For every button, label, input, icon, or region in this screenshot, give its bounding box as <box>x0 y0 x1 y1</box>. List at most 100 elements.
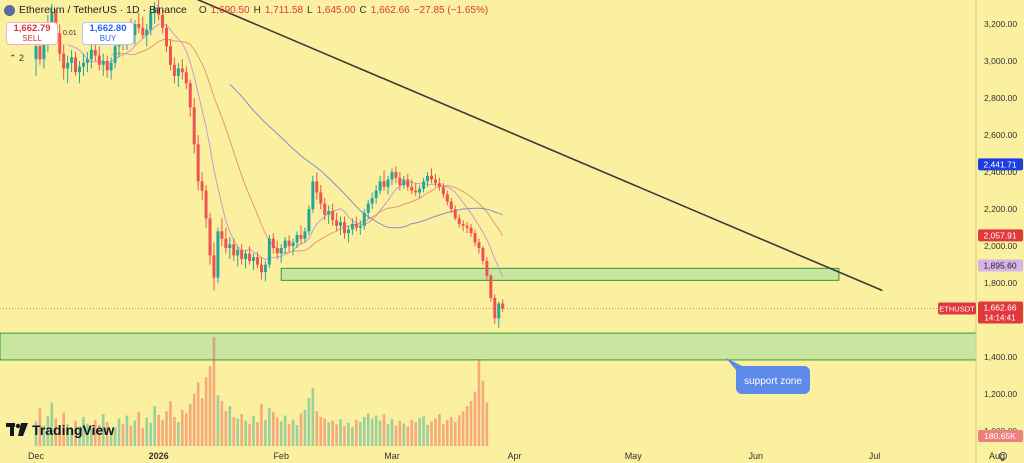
candle <box>362 209 366 230</box>
candle <box>299 225 303 245</box>
buy-label: BUY <box>99 34 117 43</box>
volume-bar <box>402 423 406 446</box>
spread-value: 0.01 <box>63 30 77 37</box>
volume-bar <box>287 424 291 446</box>
low-value: 1,645.00 <box>316 4 356 16</box>
volume-bar <box>442 424 445 446</box>
candle-body <box>141 27 145 36</box>
candle-body <box>433 179 437 184</box>
tradingview-logo[interactable]: TradingView <box>6 422 114 438</box>
sell-price: 1,662.79 <box>13 23 51 34</box>
candle-body <box>501 303 505 309</box>
candle-body <box>449 201 453 210</box>
chart-header: Ethereum / TetherUS · 1D · Binance O 1,69… <box>4 4 488 16</box>
candle <box>81 53 85 76</box>
candle-body <box>244 253 248 260</box>
candle-body <box>390 172 394 180</box>
candle-body <box>232 244 236 256</box>
candle <box>366 199 370 219</box>
candle <box>89 44 93 69</box>
candle-body <box>291 242 295 247</box>
y-tick-label: 2,200.00 <box>984 204 1017 214</box>
candle-body <box>430 175 433 180</box>
volume-bar <box>109 430 113 446</box>
y-tick-label: 1,800.00 <box>984 278 1017 288</box>
callout-box <box>736 366 810 394</box>
candle-body <box>180 68 184 73</box>
candle-body <box>50 12 54 25</box>
candle <box>204 185 208 228</box>
volume-bar <box>129 425 133 446</box>
price-badge <box>978 259 1023 272</box>
volume-bar <box>331 420 334 446</box>
candle-body <box>70 57 74 63</box>
candle <box>410 179 414 195</box>
x-tick-label: Jul <box>869 451 881 461</box>
candle <box>339 216 343 236</box>
candle <box>295 231 299 248</box>
candle-body <box>426 175 430 182</box>
candle <box>244 249 248 269</box>
candle-body <box>97 55 101 65</box>
candle-body <box>283 240 287 248</box>
volume-bar <box>177 422 180 446</box>
volume-bar <box>453 422 457 446</box>
volume-bar <box>473 391 477 446</box>
ohlc-readout: O 1,690.50 H 1,711.58 L 1,645.00 C 1,662.66 … <box>199 5 488 16</box>
candle <box>192 98 196 154</box>
candle-body <box>342 222 346 234</box>
volume-bar <box>343 425 346 446</box>
symbol-title[interactable]: Ethereum / TetherUS · 1D · Binance <box>19 4 187 16</box>
volume-bar <box>220 401 224 446</box>
candle-body <box>465 225 469 228</box>
sell-button[interactable]: 1,662.79 SELL <box>6 22 58 45</box>
candle-body <box>358 225 362 228</box>
candle <box>402 175 406 189</box>
candle <box>153 1 157 25</box>
candle-body <box>327 210 331 215</box>
volume-bar <box>196 382 200 446</box>
logo-text: TradingView <box>32 422 115 438</box>
candle <box>168 38 172 71</box>
candle <box>433 173 437 187</box>
candle <box>248 246 252 265</box>
candle <box>441 183 445 199</box>
volume-bar <box>319 417 323 446</box>
volume-bar <box>359 422 362 446</box>
candle <box>236 246 240 267</box>
y-tick-label: 2,000.00 <box>984 241 1017 251</box>
candle-body <box>137 24 141 28</box>
candle <box>184 66 188 89</box>
support-zone-callout: support zone <box>726 358 810 394</box>
candle-body <box>319 192 323 204</box>
volume-bar <box>279 421 283 446</box>
candle-body <box>414 190 418 193</box>
buy-button[interactable]: 1,662.80 BUY <box>82 22 134 45</box>
candle <box>469 223 473 237</box>
volume-bar <box>362 417 366 446</box>
volume-bar <box>133 420 137 446</box>
candle <box>240 244 244 265</box>
candle-body <box>374 190 378 199</box>
indicators-toggle[interactable]: ⌃ 2 <box>9 53 25 63</box>
volume-bar <box>46 416 50 446</box>
volume-bar <box>264 419 267 446</box>
candle <box>267 235 271 269</box>
candle-body <box>410 186 414 191</box>
volume-bar <box>327 422 330 446</box>
candle <box>271 233 275 254</box>
volume-bar <box>121 424 125 446</box>
candle-body <box>441 186 445 195</box>
candle <box>354 216 358 232</box>
volume-bar <box>291 419 295 446</box>
low-label: L <box>307 4 313 16</box>
volume-bar <box>394 425 398 446</box>
volume-bar <box>204 377 208 446</box>
candle-body <box>453 209 457 219</box>
candle <box>137 12 141 34</box>
candle-body <box>311 181 315 210</box>
candle-body <box>469 227 473 234</box>
volume-bar <box>90 428 93 446</box>
candle-body <box>149 12 153 30</box>
